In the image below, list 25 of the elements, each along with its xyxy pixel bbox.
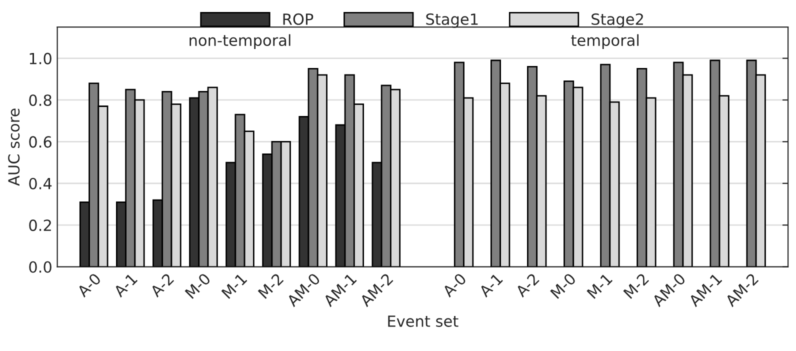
x-tick-label: M-0 — [184, 272, 212, 300]
y-axis-title: AUC score — [8, 108, 20, 186]
x-tick-label: A-0 — [442, 272, 467, 298]
y-tick-label: 0.8 — [29, 94, 52, 106]
x-tick-label: M-2 — [623, 272, 650, 299]
y-tick-label: 0.2 — [29, 220, 51, 232]
x-tick-label: M-1 — [586, 272, 613, 299]
x-tick-label: A-1 — [112, 272, 138, 298]
x-tick-label: A-1 — [478, 272, 503, 298]
annotation: temporal — [571, 34, 639, 50]
x-axis-title: Event set — [388, 316, 458, 327]
legend-label: Stage2 — [592, 13, 643, 28]
legend-label: Stage1 — [426, 13, 478, 28]
x-tick-label: A-2 — [149, 272, 174, 298]
x-tick-label: A-0 — [76, 272, 102, 298]
x-tick-label: M-1 — [221, 272, 248, 299]
y-tick-label: 1.0 — [30, 52, 52, 64]
y-tick-label: 0.4 — [29, 178, 52, 190]
x-tick-label: A-2 — [514, 272, 540, 298]
x-tick-label: M-0 — [550, 272, 576, 300]
x-tick-label: M-2 — [258, 272, 284, 299]
y-tick-label: 0.0 — [29, 261, 52, 273]
legend-label: ROP — [283, 13, 314, 25]
y-tick-label: 0.6 — [29, 136, 52, 148]
annotation: non-temporal — [190, 34, 290, 50]
